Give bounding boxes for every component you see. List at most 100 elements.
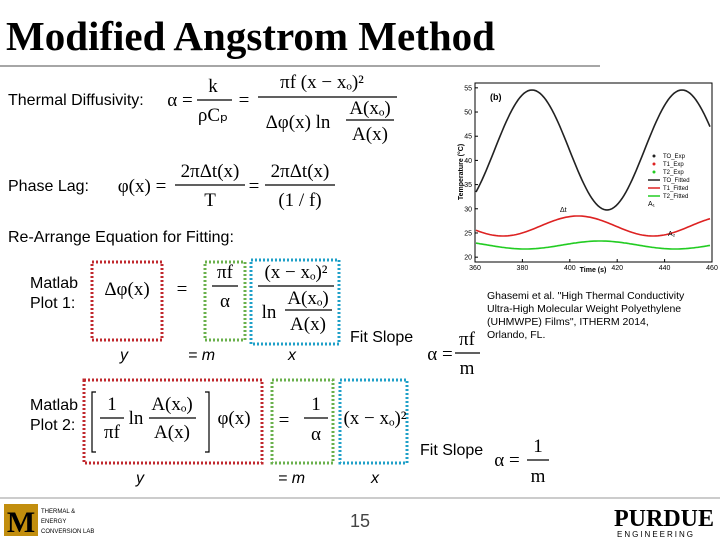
eq-text: (x − xₒ)²	[343, 408, 406, 429]
eq-text: 1	[311, 394, 321, 415]
eq-text: A(xₒ)	[151, 394, 192, 415]
var-label: y	[119, 347, 129, 364]
legend-marker	[652, 154, 656, 158]
eq-text: T	[204, 190, 216, 211]
var-label: = m	[188, 347, 215, 364]
logo-text: CONVERSION LAB	[41, 529, 94, 535]
legend-label: T2_Exp	[663, 170, 684, 176]
eq-text: m	[460, 358, 475, 379]
eq-text: πf	[217, 262, 234, 283]
eq-text: α =	[494, 450, 519, 471]
inset-figure: (b) Time (s) Temperature (°C) Δt A₁ A₂ 3…	[457, 82, 718, 274]
var-label: = m	[278, 470, 305, 487]
eq-text: 2πΔt(x)	[271, 161, 330, 182]
y-tick-label: 20	[464, 255, 472, 262]
x-tick-label: 400	[564, 265, 576, 272]
x-tick-label: 460	[706, 265, 718, 272]
var-label: y	[135, 470, 145, 487]
eq-text: A(x)	[352, 124, 388, 145]
curve	[475, 240, 711, 250]
eq-text: πf	[459, 329, 476, 350]
legend-marker	[652, 162, 656, 166]
legend-label: TO_Exp	[663, 154, 686, 160]
eq-text: (1 / f)	[278, 190, 321, 211]
var-label: x	[370, 470, 380, 487]
x-tick-label: 360	[469, 265, 481, 272]
eq-text: A(x)	[290, 314, 326, 335]
eq-text: πf	[104, 422, 121, 443]
page-number: 15	[350, 511, 370, 531]
eq-text: 2πΔt(x)	[181, 161, 240, 182]
eq-text: (x − xₒ)²	[264, 262, 327, 283]
x-axis-label: Time (s)	[580, 267, 607, 274]
annotation: A₁	[648, 201, 656, 208]
equation: φ(x) = 2πΔt(x) T = 2πΔt(x) (1 / f)	[118, 161, 335, 211]
y-tick-label: 30	[464, 206, 472, 213]
x-tick-label: 420	[611, 265, 623, 272]
fit-label: Fit Slope	[350, 329, 413, 346]
legend-label: T1_Fitted	[663, 186, 688, 192]
eq-text: ln	[262, 302, 277, 323]
eq-text: Δφ(x)	[104, 279, 149, 300]
citation-line: Ultra-High Molecular Weight Polyethylene	[487, 303, 681, 315]
eq-text: =	[249, 176, 260, 197]
citation-line: (UHMWPE) Films", ITHERM 2014,	[487, 316, 649, 328]
box-x	[338, 378, 409, 465]
eq-text: A(x)	[154, 422, 190, 443]
y-axis-label: Temperature (°C)	[457, 144, 465, 200]
eq-text: 1	[533, 436, 543, 457]
y-tick-label: 35	[464, 182, 472, 189]
label: Matlab	[30, 275, 78, 292]
eq-text: A(xₒ)	[349, 98, 390, 119]
label: Plot 2:	[30, 417, 75, 434]
x-tick-label: 380	[517, 265, 529, 272]
y-tick-label: 45	[464, 134, 472, 141]
eq-text: A(xₒ)	[287, 288, 328, 309]
curve	[475, 215, 711, 237]
annotation: A₂	[668, 231, 676, 238]
legend-label: T2_Fitted	[663, 194, 688, 200]
eq-text: =	[279, 410, 290, 431]
citation-line: Orlando, FL.	[487, 329, 545, 341]
logo-text: ENERGY	[41, 519, 66, 525]
annotation: Δt	[560, 207, 567, 214]
y-tick-label: 25	[464, 230, 472, 237]
eq-text: Δφ(x) ln	[266, 112, 331, 133]
label: Re-Arrange Equation for Fitting:	[8, 229, 234, 246]
logo-letter: M	[7, 506, 35, 539]
curve	[475, 89, 711, 211]
bracket	[91, 391, 210, 453]
citation: Ghasemi et al. "High Thermal Conductivit…	[487, 290, 685, 341]
eq-text: m	[531, 466, 546, 487]
eq-text: ρCₚ	[198, 105, 228, 126]
equation: Δφ(x) = πf α (x − xₒ)² ln A(xₒ) A(x) y =…	[90, 258, 480, 379]
title: Modified Angstrom Method	[6, 13, 495, 59]
box-m	[203, 260, 247, 342]
x-tick-label: 440	[659, 265, 671, 272]
y-tick-label: 40	[464, 158, 472, 165]
box-y	[90, 260, 164, 342]
logo-box	[4, 504, 38, 536]
box-y	[82, 378, 264, 465]
eq-text: α =	[427, 344, 452, 365]
eq-text: φ(x)	[217, 408, 250, 429]
eq-text: =	[239, 90, 250, 111]
label: Matlab	[30, 397, 78, 414]
fit-label: Fit Slope	[420, 442, 483, 459]
box-x	[249, 258, 341, 346]
legend-marker	[652, 170, 656, 174]
eq-text: α	[311, 424, 321, 445]
eq-text: πf (x − xₒ)²	[280, 72, 364, 93]
eq-text: α	[220, 291, 230, 312]
legend-label: TO_Fitted	[663, 178, 690, 184]
equation: 1 πf ln A(xₒ) A(x) φ(x) = 1 α (x − xₒ)² …	[82, 378, 549, 487]
label: Thermal Diffusivity:	[8, 92, 144, 109]
logo-sub: ENGINEERING	[617, 530, 695, 539]
eq-text: =	[177, 279, 188, 300]
logo-text: THERMAL &	[41, 509, 75, 515]
logo-name: PURDUE	[614, 506, 714, 532]
eq-text: ln	[129, 408, 144, 429]
eq-text: φ(x) =	[118, 176, 167, 197]
y-tick-label: 55	[464, 85, 472, 92]
